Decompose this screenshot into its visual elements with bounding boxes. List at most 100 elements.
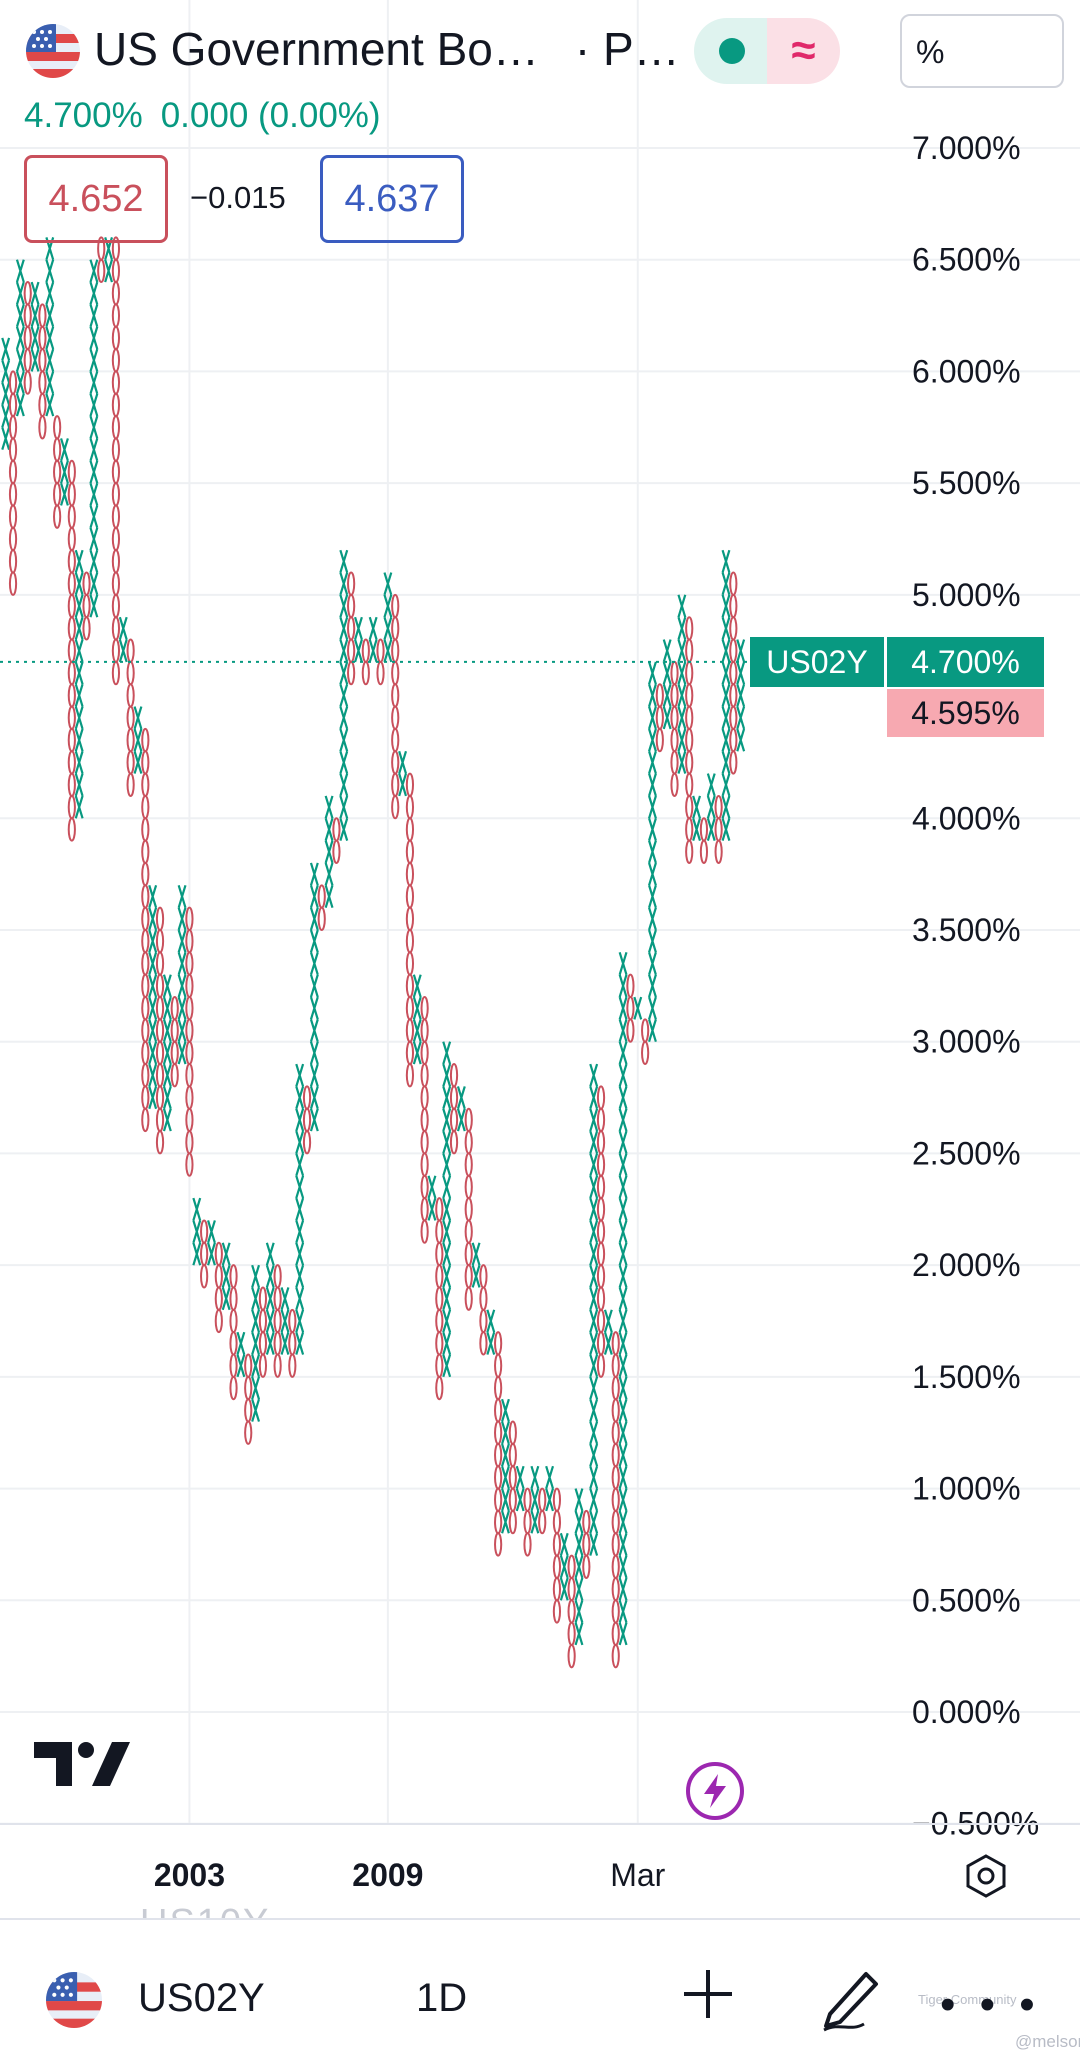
- us-flag-small-icon[interactable]: [46, 1972, 102, 2028]
- o-box: [141, 861, 150, 887]
- pnf-chart[interactable]: 7.000% 6.500% 6.000% 5.500% 5.000% 4.000% 3.50…: [0, 0, 1080, 1920]
- unit-selector[interactable]: %: [900, 14, 1064, 88]
- x-box: [74, 728, 84, 752]
- symbol-title-text: US Government Bo…: [94, 23, 539, 75]
- x-box: [324, 817, 334, 841]
- toolbar-symbol-button[interactable]: US02Y: [138, 1976, 265, 2020]
- toolbar-interval-button[interactable]: 1D: [416, 1976, 468, 2020]
- o-box: [523, 1487, 532, 1512]
- o-box: [111, 593, 121, 619]
- settings-hexagon-icon[interactable]: [962, 1852, 1010, 1900]
- more-menu-icon[interactable]: • • •: [940, 1980, 1041, 2029]
- x-column: [398, 750, 408, 797]
- o-box: [494, 1420, 503, 1445]
- x-box: [295, 1287, 305, 1311]
- o-box: [729, 727, 738, 753]
- o-box: [155, 1085, 165, 1110]
- buy-price-button[interactable]: 4.637: [320, 155, 464, 243]
- spread-value: −0.015: [190, 180, 286, 215]
- o-box: [405, 951, 415, 976]
- o-column: [185, 906, 194, 1177]
- x-box: [60, 438, 69, 462]
- x-box: [309, 974, 319, 998]
- x-column: [648, 661, 657, 1043]
- o-box: [141, 1107, 150, 1133]
- o-box: [494, 1398, 503, 1423]
- o-box: [126, 772, 135, 797]
- x-box: [15, 393, 25, 417]
- x-box: [309, 952, 319, 976]
- o-box: [347, 638, 356, 663]
- price-tick-label: 3.000%: [912, 1024, 1021, 1060]
- o-box: [155, 1018, 165, 1043]
- o-box: [200, 1264, 209, 1289]
- price-tick-label: 3.500%: [912, 912, 1021, 948]
- x-column: [721, 549, 731, 841]
- o-box: [141, 929, 150, 954]
- o-box: [611, 1487, 620, 1512]
- us-flag-icon[interactable]: [26, 24, 80, 78]
- o-box: [729, 705, 738, 730]
- o-box: [273, 1353, 282, 1378]
- x-box: [618, 1153, 628, 1177]
- x-box: [162, 1086, 172, 1110]
- x-box: [486, 1309, 496, 1333]
- o-box: [53, 482, 62, 507]
- x-box: [221, 1287, 231, 1311]
- drawing-pen-icon[interactable]: [820, 1962, 884, 2032]
- x-box: [1, 337, 11, 361]
- x-box: [162, 1041, 172, 1065]
- add-plus-icon[interactable]: [680, 1966, 736, 2022]
- x-box: [295, 1130, 305, 1154]
- o-box: [729, 638, 738, 663]
- o-box: [82, 593, 91, 619]
- x-box: [589, 1398, 599, 1422]
- o-column: [170, 996, 179, 1088]
- o-box: [8, 437, 18, 462]
- x-box: [721, 795, 731, 819]
- o-box: [729, 750, 738, 775]
- x-box: [251, 1264, 261, 1288]
- lightning-icon[interactable]: [686, 1762, 744, 1820]
- o-box: [141, 772, 150, 797]
- o-column: [155, 906, 165, 1155]
- x-box: [618, 1220, 628, 1244]
- o-box: [508, 1487, 517, 1512]
- x-box: [398, 773, 408, 797]
- x-box: [60, 460, 69, 484]
- x-box: [589, 1108, 599, 1132]
- o-box: [8, 526, 18, 552]
- market-status-pill[interactable]: ≈: [694, 18, 840, 84]
- x-box: [721, 750, 731, 774]
- x-box: [501, 1443, 510, 1467]
- x-box: [721, 549, 731, 573]
- x-box: [339, 817, 349, 841]
- x-box: [74, 795, 84, 819]
- x-box: [295, 1197, 305, 1221]
- o-box: [141, 750, 150, 775]
- x-box: [677, 639, 687, 663]
- o-box: [449, 1085, 459, 1110]
- o-box: [111, 303, 121, 328]
- x-box: [309, 1086, 319, 1110]
- o-box: [126, 705, 135, 730]
- last-price-tag: 4.700%: [887, 637, 1044, 687]
- o-box: [596, 1130, 606, 1155]
- o-box: [273, 1331, 282, 1356]
- x-box: [574, 1532, 584, 1556]
- o-column: [273, 1264, 282, 1378]
- o-box: [111, 258, 121, 284]
- x-box: [89, 527, 99, 551]
- x-box: [721, 728, 731, 752]
- o-box: [170, 1063, 179, 1088]
- x-column: [427, 1175, 437, 1221]
- o-box: [552, 1599, 562, 1624]
- o-box: [685, 638, 694, 663]
- x-box: [559, 1532, 569, 1556]
- o-box: [567, 1643, 576, 1669]
- x-box: [162, 996, 172, 1020]
- sell-price-button[interactable]: 4.652: [24, 155, 168, 243]
- o-box: [258, 1286, 268, 1311]
- symbol-title[interactable]: US Government Bo… · P…: [94, 22, 680, 76]
- tradingview-logo-icon[interactable]: [34, 1740, 130, 1790]
